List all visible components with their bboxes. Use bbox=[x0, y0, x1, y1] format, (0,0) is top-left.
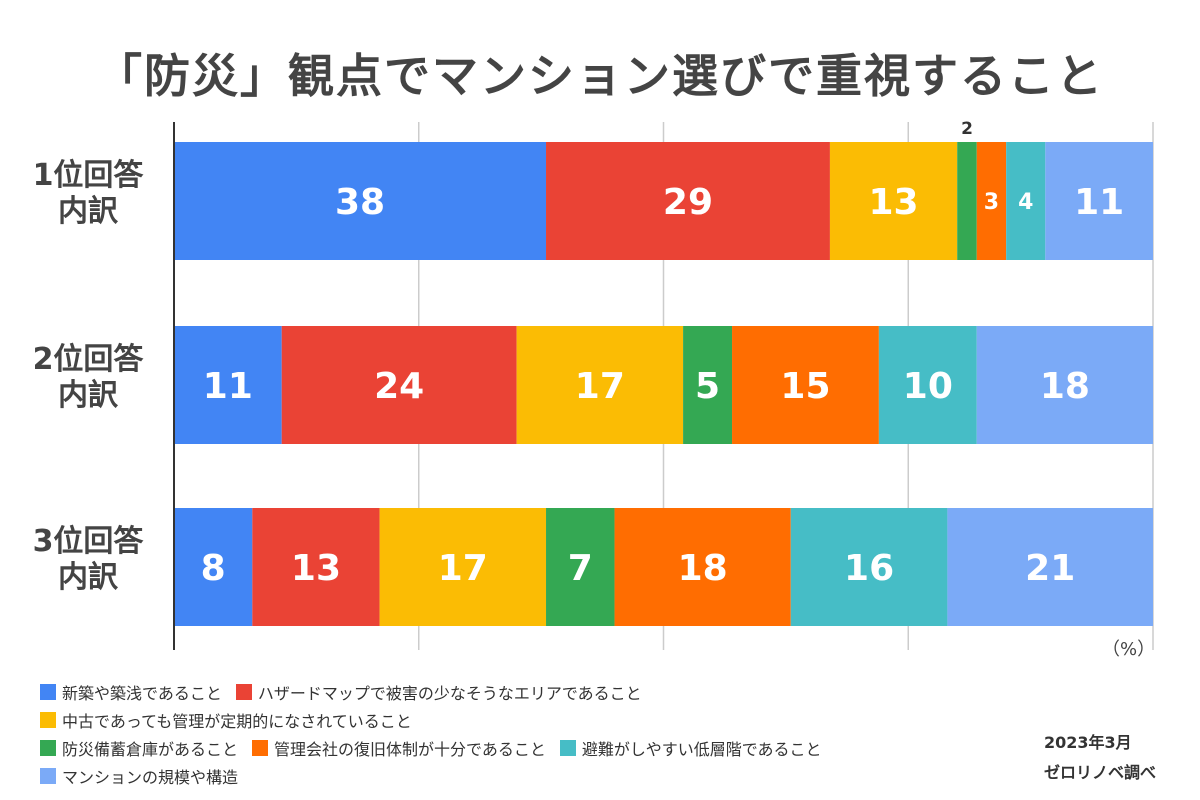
bar-segment bbox=[829, 142, 958, 260]
source-name: ゼロリノベ調べ bbox=[1044, 763, 1157, 782]
data-label: 18 bbox=[1040, 366, 1090, 407]
legend-item: マンションの規模や構造 bbox=[40, 764, 238, 788]
source-date: 2023年3月 bbox=[1044, 733, 1132, 752]
data-label: 38 bbox=[335, 182, 385, 223]
bar-segment bbox=[614, 508, 791, 626]
legend-swatch bbox=[40, 768, 56, 784]
data-label: 4 bbox=[1018, 190, 1033, 215]
bar-segment bbox=[379, 508, 547, 626]
bar-segment bbox=[546, 508, 615, 626]
legend-row: 防災備蓄倉庫があること 管理会社の復旧体制が十分であること 避難がしやすい低層階であ… bbox=[40, 734, 1040, 762]
data-label: 21 bbox=[1025, 548, 1075, 589]
data-label: 13 bbox=[291, 548, 341, 589]
data-label: 2 bbox=[961, 119, 973, 139]
bar-segment bbox=[252, 508, 380, 626]
category-label: 1位回答 bbox=[33, 158, 145, 193]
legend-label: 中古であっても管理が定期的になされていること bbox=[62, 712, 412, 731]
bar-segment bbox=[790, 508, 948, 626]
chart-title: 「防災」観点でマンション選びで重視すること bbox=[96, 49, 1104, 103]
legend-row: 中古であっても管理が定期的になされていること bbox=[40, 706, 1040, 734]
legend: 新築や築浅であること ハザードマップで被害の少なそうなエリアであること中古であって… bbox=[40, 678, 1040, 790]
legend-swatch bbox=[40, 684, 56, 700]
bar-segment bbox=[976, 326, 1153, 444]
data-label: 29 bbox=[663, 182, 713, 223]
bar-segment bbox=[878, 326, 977, 444]
bar-segment bbox=[546, 142, 830, 260]
data-label: 5 bbox=[695, 366, 720, 407]
legend-label: マンションの規模や構造 bbox=[62, 768, 239, 787]
data-label: 8 bbox=[201, 548, 226, 589]
category-label: 内訳 bbox=[58, 194, 119, 229]
legend-item: 避難がしやすい低層階であること bbox=[559, 736, 822, 760]
bar-segment bbox=[683, 326, 733, 444]
bar-segment bbox=[732, 326, 879, 444]
bar-segment bbox=[957, 142, 977, 260]
category-label: 内訳 bbox=[58, 378, 119, 413]
data-label: 11 bbox=[203, 366, 253, 407]
data-label: 17 bbox=[575, 366, 625, 407]
bar-segment bbox=[281, 326, 517, 444]
bar-segment bbox=[1006, 142, 1046, 260]
legend-item: 新築や築浅であること bbox=[40, 680, 222, 704]
data-label: 13 bbox=[869, 182, 919, 223]
legend-swatch bbox=[559, 740, 576, 756]
data-label: 10 bbox=[903, 366, 953, 407]
legend-label: 新築や築浅であること bbox=[62, 684, 222, 703]
data-label: 15 bbox=[780, 366, 830, 407]
data-label: 24 bbox=[374, 366, 424, 407]
bar-segment bbox=[174, 142, 547, 260]
legend-item: ハザードマップで被害の少なそうなエリアであること bbox=[235, 680, 642, 704]
data-label: 16 bbox=[844, 548, 894, 589]
source-note: 2023年3月 ゼロリノベ調べ bbox=[1044, 728, 1156, 788]
legend-swatch bbox=[40, 740, 56, 756]
category-label: 3位回答 bbox=[33, 524, 145, 559]
legend-label: 避難がしやすい低層階であること bbox=[581, 740, 822, 759]
bar-segment bbox=[976, 142, 1007, 260]
data-label: 7 bbox=[568, 548, 593, 589]
legend-item: 中古であっても管理が定期的になされていること bbox=[40, 708, 412, 732]
legend-swatch bbox=[235, 684, 252, 700]
bar-segment bbox=[516, 326, 684, 444]
legend-label: 管理会社の復旧体制が十分であること bbox=[274, 740, 546, 759]
bar-segment bbox=[947, 508, 1153, 626]
legend-row: マンションの規模や構造 bbox=[40, 762, 1040, 790]
data-label: 17 bbox=[438, 548, 488, 589]
legend-row: 新築や築浅であること ハザードマップで被害の少なそうなエリアであること bbox=[40, 678, 1040, 706]
unit-label: （%） bbox=[1102, 639, 1156, 660]
data-label: 3 bbox=[984, 190, 999, 215]
bar-segment bbox=[174, 326, 282, 444]
legend-swatch bbox=[40, 712, 56, 728]
legend-swatch bbox=[252, 740, 269, 756]
legend-item: 防災備蓄倉庫があること bbox=[40, 736, 238, 760]
data-label: 11 bbox=[1074, 182, 1124, 223]
category-label: 内訳 bbox=[58, 560, 119, 595]
legend-label: 防災備蓄倉庫があること bbox=[62, 740, 239, 759]
legend-item: 管理会社の復旧体制が十分であること bbox=[252, 736, 546, 760]
bar-segment bbox=[174, 508, 253, 626]
data-label: 18 bbox=[678, 548, 728, 589]
legend-label: ハザードマップで被害の少なそうなエリアであること bbox=[257, 684, 642, 703]
bar-segment bbox=[1045, 142, 1153, 260]
category-label: 2位回答 bbox=[33, 342, 145, 377]
